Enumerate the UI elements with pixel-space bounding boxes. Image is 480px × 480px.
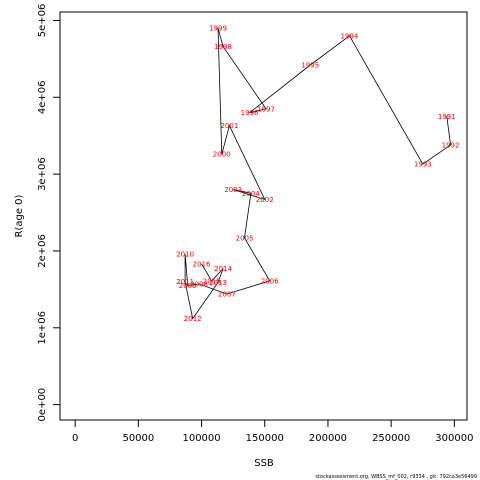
y-tick-label: 1e+06: [37, 311, 48, 345]
series-line: [184, 27, 452, 320]
point-label-2011: 2011: [176, 278, 194, 286]
point-label-2005: 2005: [236, 234, 254, 242]
x-axis: 0 50000 100000 150000 200000 250000 300000: [72, 419, 473, 444]
x-tick-label: 50000: [122, 433, 154, 444]
point-label-1995: 1995: [301, 62, 319, 70]
point-label-1996: 1996: [241, 109, 259, 117]
point-label-2016: 2016: [193, 261, 211, 269]
x-tick-label: 100000: [182, 433, 220, 444]
x-tick-label: 250000: [372, 433, 410, 444]
point-label-2014: 2014: [214, 265, 232, 273]
footer-text: stockassessment.org, WBSS_mf_002, r9334 …: [315, 474, 477, 480]
point-label-2009: 2009: [179, 282, 197, 290]
point-label-1999: 1999: [209, 25, 227, 33]
x-tick-label: 0: [72, 433, 78, 444]
y-axis-title: R(age 0): [14, 194, 25, 237]
plot-frame: [59, 11, 468, 421]
point-label-2013: 2013: [209, 279, 227, 287]
point-label-2001: 2001: [220, 122, 238, 130]
x-tick-label: 300000: [435, 433, 473, 444]
x-tick-label: 150000: [246, 433, 284, 444]
y-tick-label: 5e+06: [37, 4, 48, 38]
point-label-2000: 2000: [213, 151, 231, 159]
point-label-1998: 1998: [214, 43, 232, 51]
y-tick-label: 0e+00: [37, 388, 48, 422]
point-label-2006: 2006: [261, 277, 279, 285]
y-tick-label: 4e+06: [37, 80, 48, 114]
point-label-1993: 1993: [414, 161, 432, 169]
point-label-1994: 1994: [341, 32, 359, 40]
y-axis: 0e+00 1e+06 2e+06 3e+06 4e+06 5e+06: [37, 4, 61, 422]
point-label-2010: 2010: [176, 251, 194, 259]
y-tick-label: 2e+06: [37, 234, 48, 268]
point-label-2002: 2002: [256, 196, 274, 204]
point-label-2012: 2012: [184, 315, 202, 323]
point-label-2004: 2004: [242, 190, 260, 198]
point-label-1992: 1992: [442, 141, 460, 149]
point-label-2007: 2007: [218, 290, 236, 298]
series-path: [184, 27, 452, 320]
point-label-2003: 2003: [224, 186, 242, 194]
point-label-1997: 1997: [257, 105, 275, 113]
point-label-1991: 1991: [438, 113, 456, 121]
point-label-2015: 2015: [203, 277, 221, 285]
x-tick-label: 200000: [309, 433, 347, 444]
x-axis-title: SSB: [254, 458, 274, 469]
y-tick-label: 3e+06: [37, 157, 48, 191]
point-label-2008: 2008: [190, 281, 208, 289]
